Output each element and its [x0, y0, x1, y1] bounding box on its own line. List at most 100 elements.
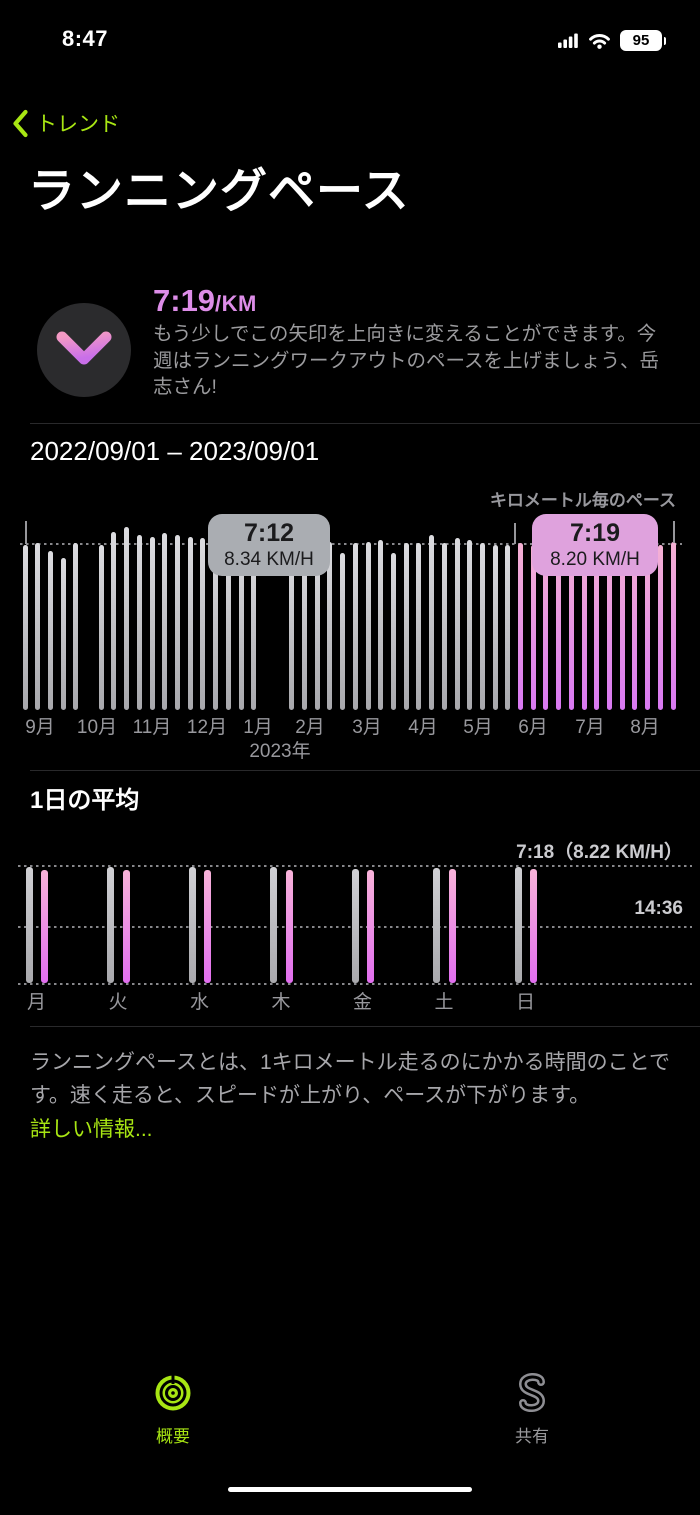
daily-bar-pink [122, 870, 130, 983]
weekly-pace-bar [492, 545, 498, 710]
pace-number: 7:19 [153, 283, 216, 318]
daily-average-chart[interactable]: 7:18（8.22 KM/H） 14:36 月 火 水 木 金 土 日 [0, 830, 700, 1020]
day-axis-label: 土 [434, 992, 454, 1013]
month-axis-label: 11月 [132, 717, 172, 738]
weekly-pace-bar [47, 551, 53, 710]
weekly-pace-bar [581, 546, 587, 710]
separator [30, 423, 700, 424]
weekly-pace-bar [365, 542, 371, 710]
battery-icon: 95 [620, 30, 666, 51]
daily-average-heading: 1日の平均 [30, 787, 140, 814]
month-axis-label: 5月 [463, 717, 493, 738]
weekly-pace-bar [530, 545, 536, 710]
weekly-pace-bar [251, 546, 257, 710]
daily-bar-pink [367, 870, 374, 983]
status-time: 8:47 [62, 26, 109, 51]
weekly-pace-bar [378, 540, 384, 710]
weekly-pace-bar [454, 538, 460, 710]
weekly-pace-bar [568, 545, 574, 710]
month-axis-label: 2月 [295, 717, 325, 738]
daily-bar-pink [41, 870, 48, 983]
daily-bar-gray [514, 867, 522, 983]
home-indicator[interactable] [228, 1487, 472, 1492]
weekly-pace-bar [340, 553, 346, 710]
weekly-pace-bar [645, 547, 651, 710]
weekly-pace-bar [479, 543, 485, 710]
daily-bar-pink [448, 869, 456, 983]
weekly-pace-bar [162, 533, 168, 710]
back-label: トレンド [36, 113, 120, 136]
weekly-pace-bar [22, 545, 28, 710]
selection-tick [673, 521, 675, 543]
daily-bar-gray [433, 868, 440, 983]
yearly-pace-chart[interactable]: 7:12 8.34 KM/H 7:19 8.20 KM/H 9月 10月 11月 12月 1月 2… [0, 510, 700, 762]
tab-sharing-label: 共有 [515, 1427, 549, 1446]
callout-pace: 7:19 [569, 519, 621, 548]
month-axis-label: 12月 [186, 717, 228, 738]
weekly-pace-bar [505, 545, 511, 710]
wifi-icon [589, 33, 610, 49]
tab-sharing[interactable]: 共有 [472, 1371, 592, 1447]
tab-overview[interactable]: 概要 [113, 1371, 233, 1447]
weekly-pace-bar [289, 553, 295, 710]
daily-bar-gray [25, 867, 33, 983]
weekly-pace-bar [314, 545, 320, 710]
weekly-pace-bar [429, 535, 435, 710]
weekly-pace-bar [175, 535, 180, 710]
weekly-pace-bar [619, 545, 625, 710]
month-axis-label: 1月 [243, 717, 273, 738]
month-axis-label: 8月 [630, 717, 660, 738]
tab-overview-label: 概要 [156, 1427, 190, 1446]
weekly-pace-bar [441, 543, 447, 710]
selection-tick [514, 523, 516, 544]
weekly-pace-bar [543, 546, 549, 710]
cellular-signal-icon [558, 33, 578, 48]
weekly-pace-bar [213, 542, 219, 710]
daily-dotted-line [18, 865, 692, 867]
daily-dotted-line [18, 983, 692, 985]
day-axis-label: 月 [26, 992, 47, 1013]
weekly-pace-bar [149, 537, 155, 710]
month-axis-label: 4月 [408, 717, 438, 738]
battery-percent: 95 [632, 32, 650, 49]
weekly-pace-bar [403, 543, 409, 710]
chart-legend: キロメートル毎のペース [489, 491, 676, 510]
weekly-pace-bar [187, 537, 193, 710]
weekly-pace-bar [657, 545, 663, 710]
current-pace-value: 7:19/KM [153, 283, 257, 319]
daily-reference-label: 7:18（8.22 KM/H） [516, 842, 683, 863]
weekly-pace-bar [136, 535, 142, 710]
weekly-pace-bar [73, 543, 79, 710]
separator [30, 770, 700, 771]
callout-speed: 8.20 KM/H [550, 548, 640, 570]
month-axis-label: 9月 [25, 717, 55, 738]
weekly-pace-bar [200, 538, 206, 710]
date-range: 2022/09/01 – 2023/09/01 [30, 436, 320, 466]
callout-average-pink: 7:19 8.20 KM/H [532, 514, 658, 576]
month-axis-label: 3月 [352, 717, 382, 738]
daily-bar-gray [188, 867, 196, 983]
more-info-link[interactable]: 詳しい情報... [30, 1118, 153, 1141]
trend-arrow-circle [37, 303, 131, 397]
day-axis-label: 金 [352, 992, 373, 1013]
status-icons: 95 [558, 30, 666, 51]
activity-rings-icon [155, 1375, 191, 1411]
day-axis-label: 水 [189, 992, 210, 1013]
daily-reference-label: 14:36 [634, 898, 683, 919]
daily-bar-gray [107, 867, 114, 983]
weekly-pace-bar [416, 543, 422, 710]
back-button[interactable]: トレンド [12, 108, 120, 138]
weekly-pace-bar [391, 553, 396, 710]
month-axis-label: 7月 [575, 717, 605, 738]
weekly-pace-bar [60, 558, 66, 710]
chevron-left-icon [13, 109, 28, 137]
year-axis-label: 2023年 [249, 741, 311, 762]
page-title: ランニングペース [28, 164, 410, 217]
month-axis-label: 10月 [76, 717, 118, 738]
weekly-pace-bar [35, 543, 41, 710]
daily-bar-pink [530, 869, 537, 983]
month-axis-label: 6月 [518, 717, 548, 738]
weekly-pace-bar [607, 546, 612, 710]
weekly-pace-bar [594, 547, 600, 710]
